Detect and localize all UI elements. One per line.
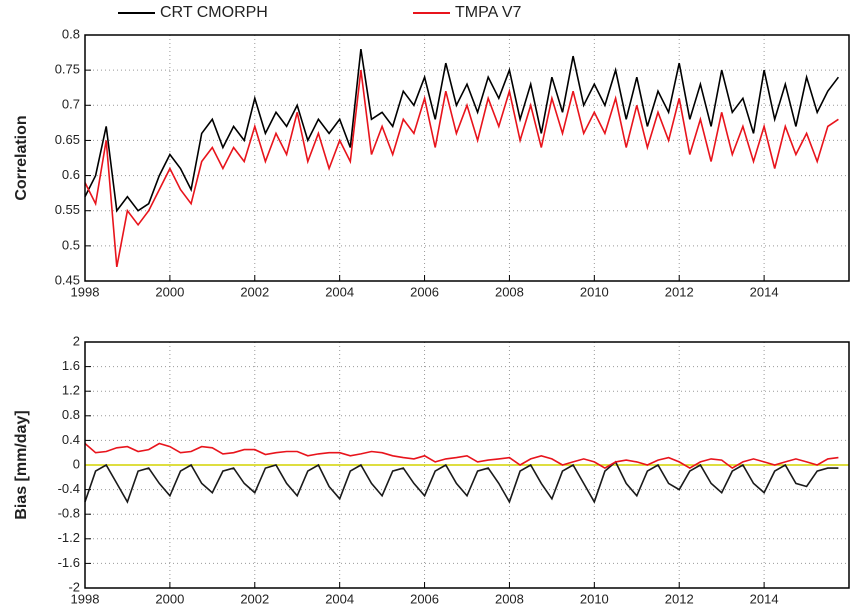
x-tick-label: 2002 (240, 591, 269, 606)
y-tick-label: 0.4 (62, 432, 80, 447)
x-tick-label: 2010 (580, 591, 609, 606)
y-tick-label: -1.6 (58, 555, 80, 570)
y-tick-label: 1.2 (62, 383, 80, 398)
x-tick-label: 2014 (750, 591, 779, 606)
x-tick-label: 2004 (325, 591, 354, 606)
series-line (84, 48, 840, 213)
y-tick-label: 0.75 (55, 62, 80, 77)
legend-label: CRT CMORPH (160, 4, 268, 21)
y-tick-label: -2 (68, 579, 80, 594)
y-tick-label: 0 (73, 456, 80, 471)
x-tick-label: 1998 (71, 284, 100, 299)
x-tick-label: 1998 (71, 591, 100, 606)
x-tick-label: 2006 (410, 591, 439, 606)
y-tick-label: -0.8 (58, 506, 80, 521)
x-tick-label: 2000 (155, 591, 184, 606)
y-tick-label: -1.2 (58, 530, 80, 545)
x-tick-label: 2010 (580, 284, 609, 299)
x-tick-label: 2008 (495, 591, 524, 606)
y-tick-label: 0.45 (55, 272, 80, 287)
y-tick-label: -0.4 (58, 481, 80, 496)
y-tick-label: 0.6 (62, 167, 80, 182)
x-tick-label: 2014 (750, 284, 779, 299)
y-tick-label: 2 (73, 333, 80, 348)
plot-frame (84, 341, 850, 589)
plot-frame (84, 34, 850, 282)
x-tick-label: 2006 (410, 284, 439, 299)
series-line (84, 70, 839, 268)
y-tick-label: 0.7 (62, 97, 80, 112)
y-tick-label: 0.55 (55, 202, 80, 217)
y-tick-label: 1.6 (62, 358, 80, 373)
series-line (84, 442, 839, 470)
x-tick-label: 2008 (495, 284, 524, 299)
x-tick-label: 2002 (240, 284, 269, 299)
y-axis-label: Bias [mm/day] (13, 410, 30, 519)
x-tick-label: 2004 (325, 284, 354, 299)
x-tick-label: 2012 (665, 284, 694, 299)
y-tick-label: 0.8 (62, 407, 80, 422)
y-axis-label: Correlation (13, 115, 30, 200)
y-tick-label: 0.8 (62, 26, 80, 41)
x-tick-label: 2012 (665, 591, 694, 606)
legend-label: TMPA V7 (455, 4, 521, 21)
y-tick-label: 0.65 (55, 132, 80, 147)
y-tick-label: 0.5 (62, 237, 80, 252)
series-line (84, 460, 839, 504)
x-tick-label: 2000 (155, 284, 184, 299)
